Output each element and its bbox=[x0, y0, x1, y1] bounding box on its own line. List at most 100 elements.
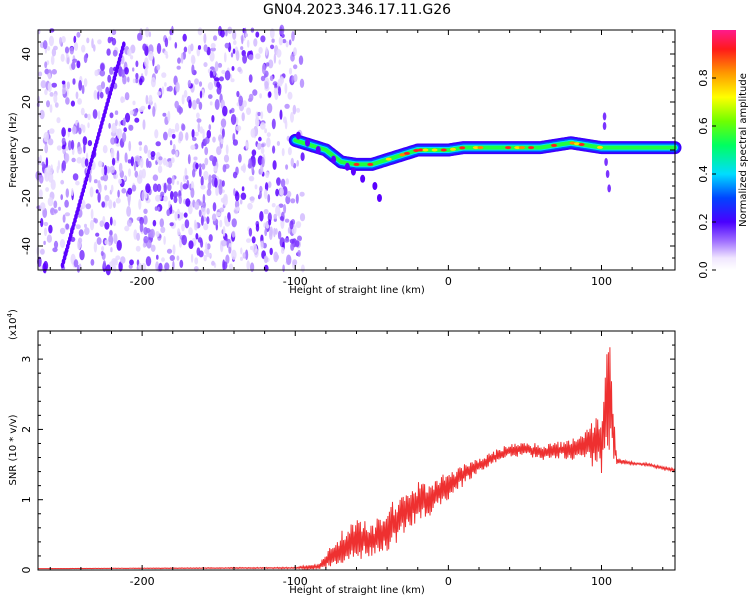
noise-blob bbox=[246, 238, 251, 243]
noise-blob bbox=[222, 105, 228, 117]
noise-blob bbox=[201, 141, 204, 149]
noise-blob bbox=[210, 47, 216, 52]
noise-blob bbox=[188, 204, 193, 215]
noise-blob bbox=[163, 50, 168, 56]
noise-blob bbox=[108, 122, 111, 129]
noise-blob bbox=[250, 245, 253, 251]
noise-blob bbox=[67, 127, 72, 133]
noise-blob bbox=[70, 100, 75, 107]
noise-blob bbox=[255, 31, 260, 38]
noise-blob bbox=[93, 44, 96, 52]
noise-blob bbox=[73, 259, 79, 268]
noise-blob bbox=[93, 89, 98, 100]
noise-blob bbox=[222, 195, 228, 206]
noise-blob bbox=[284, 103, 290, 109]
noise-blob bbox=[218, 184, 223, 196]
noise-blob bbox=[42, 207, 48, 218]
noise-blob bbox=[43, 260, 49, 271]
noise-blob bbox=[122, 117, 127, 127]
noise-blob bbox=[61, 145, 66, 150]
noise-blob bbox=[260, 35, 266, 43]
noise-blob bbox=[152, 106, 156, 117]
noise-blob bbox=[113, 174, 116, 179]
noise-blob bbox=[222, 259, 226, 271]
noise-blob bbox=[250, 128, 256, 138]
noise-blob bbox=[280, 178, 286, 188]
noise-blob bbox=[160, 191, 165, 196]
noise-blob bbox=[173, 191, 179, 198]
noise-blob bbox=[145, 183, 151, 194]
noise-blob bbox=[169, 222, 174, 227]
noise-blob bbox=[183, 46, 188, 53]
noise-blob bbox=[118, 120, 121, 127]
noise-blob bbox=[289, 238, 295, 244]
noise-blob bbox=[89, 186, 94, 198]
noise-blob bbox=[145, 94, 149, 105]
noise-blob bbox=[213, 165, 218, 172]
noise-blob bbox=[188, 99, 192, 109]
noise-blob bbox=[51, 69, 57, 75]
noise-blob bbox=[223, 154, 230, 163]
noise-blob bbox=[267, 194, 271, 203]
noise-blob bbox=[230, 78, 235, 83]
noise-blob bbox=[165, 161, 169, 168]
noise-blob bbox=[64, 46, 70, 54]
noise-blob bbox=[77, 146, 83, 155]
noise-blob bbox=[196, 118, 202, 123]
ridge-hotspot bbox=[518, 146, 525, 150]
ridge-blob bbox=[344, 162, 350, 171]
noise-blob bbox=[104, 194, 110, 202]
noise-blob bbox=[217, 62, 223, 68]
ridge-hotspot bbox=[597, 145, 603, 149]
noise-blob bbox=[241, 186, 245, 192]
noise-blob bbox=[72, 173, 79, 181]
noise-blob bbox=[282, 38, 287, 44]
noise-blob bbox=[178, 106, 183, 114]
noise-blob bbox=[230, 107, 235, 114]
noise-blob bbox=[190, 43, 194, 52]
noise-blob bbox=[240, 247, 243, 255]
noise-blob bbox=[287, 147, 292, 156]
noise-blob bbox=[227, 212, 231, 223]
noise-blob bbox=[156, 91, 162, 96]
noise-blob bbox=[75, 224, 81, 230]
noise-blob bbox=[171, 133, 176, 139]
noise-blob bbox=[198, 209, 202, 217]
ridge-hotspot bbox=[450, 147, 456, 151]
noise-blob bbox=[182, 183, 188, 190]
noise-blob bbox=[207, 82, 214, 91]
noise-blob bbox=[147, 104, 151, 110]
noise-blob bbox=[207, 252, 211, 258]
x-tick-label: -100 bbox=[283, 575, 308, 588]
noise-blob bbox=[288, 67, 293, 75]
noise-blob bbox=[144, 67, 148, 77]
noise-blob bbox=[290, 111, 294, 123]
noise-blob bbox=[210, 42, 216, 49]
noise-blob bbox=[286, 190, 292, 198]
noise-blob bbox=[62, 214, 66, 223]
ridge-hotspot bbox=[353, 162, 360, 166]
noise-blob bbox=[150, 244, 156, 252]
noise-blob bbox=[222, 226, 226, 237]
noise-blob bbox=[78, 80, 83, 91]
noise-blob bbox=[198, 81, 203, 87]
noise-blob bbox=[52, 247, 58, 253]
ridge-hotspot bbox=[431, 148, 438, 152]
spectrogram-ticks bbox=[38, 29, 675, 271]
noise-blob bbox=[185, 132, 189, 141]
colorbar-tick-label: 0.6 bbox=[697, 117, 710, 135]
noise-blob bbox=[65, 97, 70, 105]
noise-blob bbox=[46, 234, 53, 243]
noise-blob bbox=[96, 237, 102, 245]
noise-blob bbox=[174, 42, 178, 49]
noise-blob bbox=[148, 94, 153, 103]
noise-blob bbox=[76, 157, 82, 164]
noise-blob bbox=[270, 44, 275, 50]
noise-blob bbox=[277, 86, 282, 96]
noise-blob bbox=[100, 250, 104, 257]
ridge-blob bbox=[350, 167, 356, 176]
noise-blob bbox=[127, 159, 132, 164]
noise-blob bbox=[88, 173, 92, 183]
noise-blob bbox=[157, 165, 163, 174]
noise-blob bbox=[97, 180, 101, 189]
